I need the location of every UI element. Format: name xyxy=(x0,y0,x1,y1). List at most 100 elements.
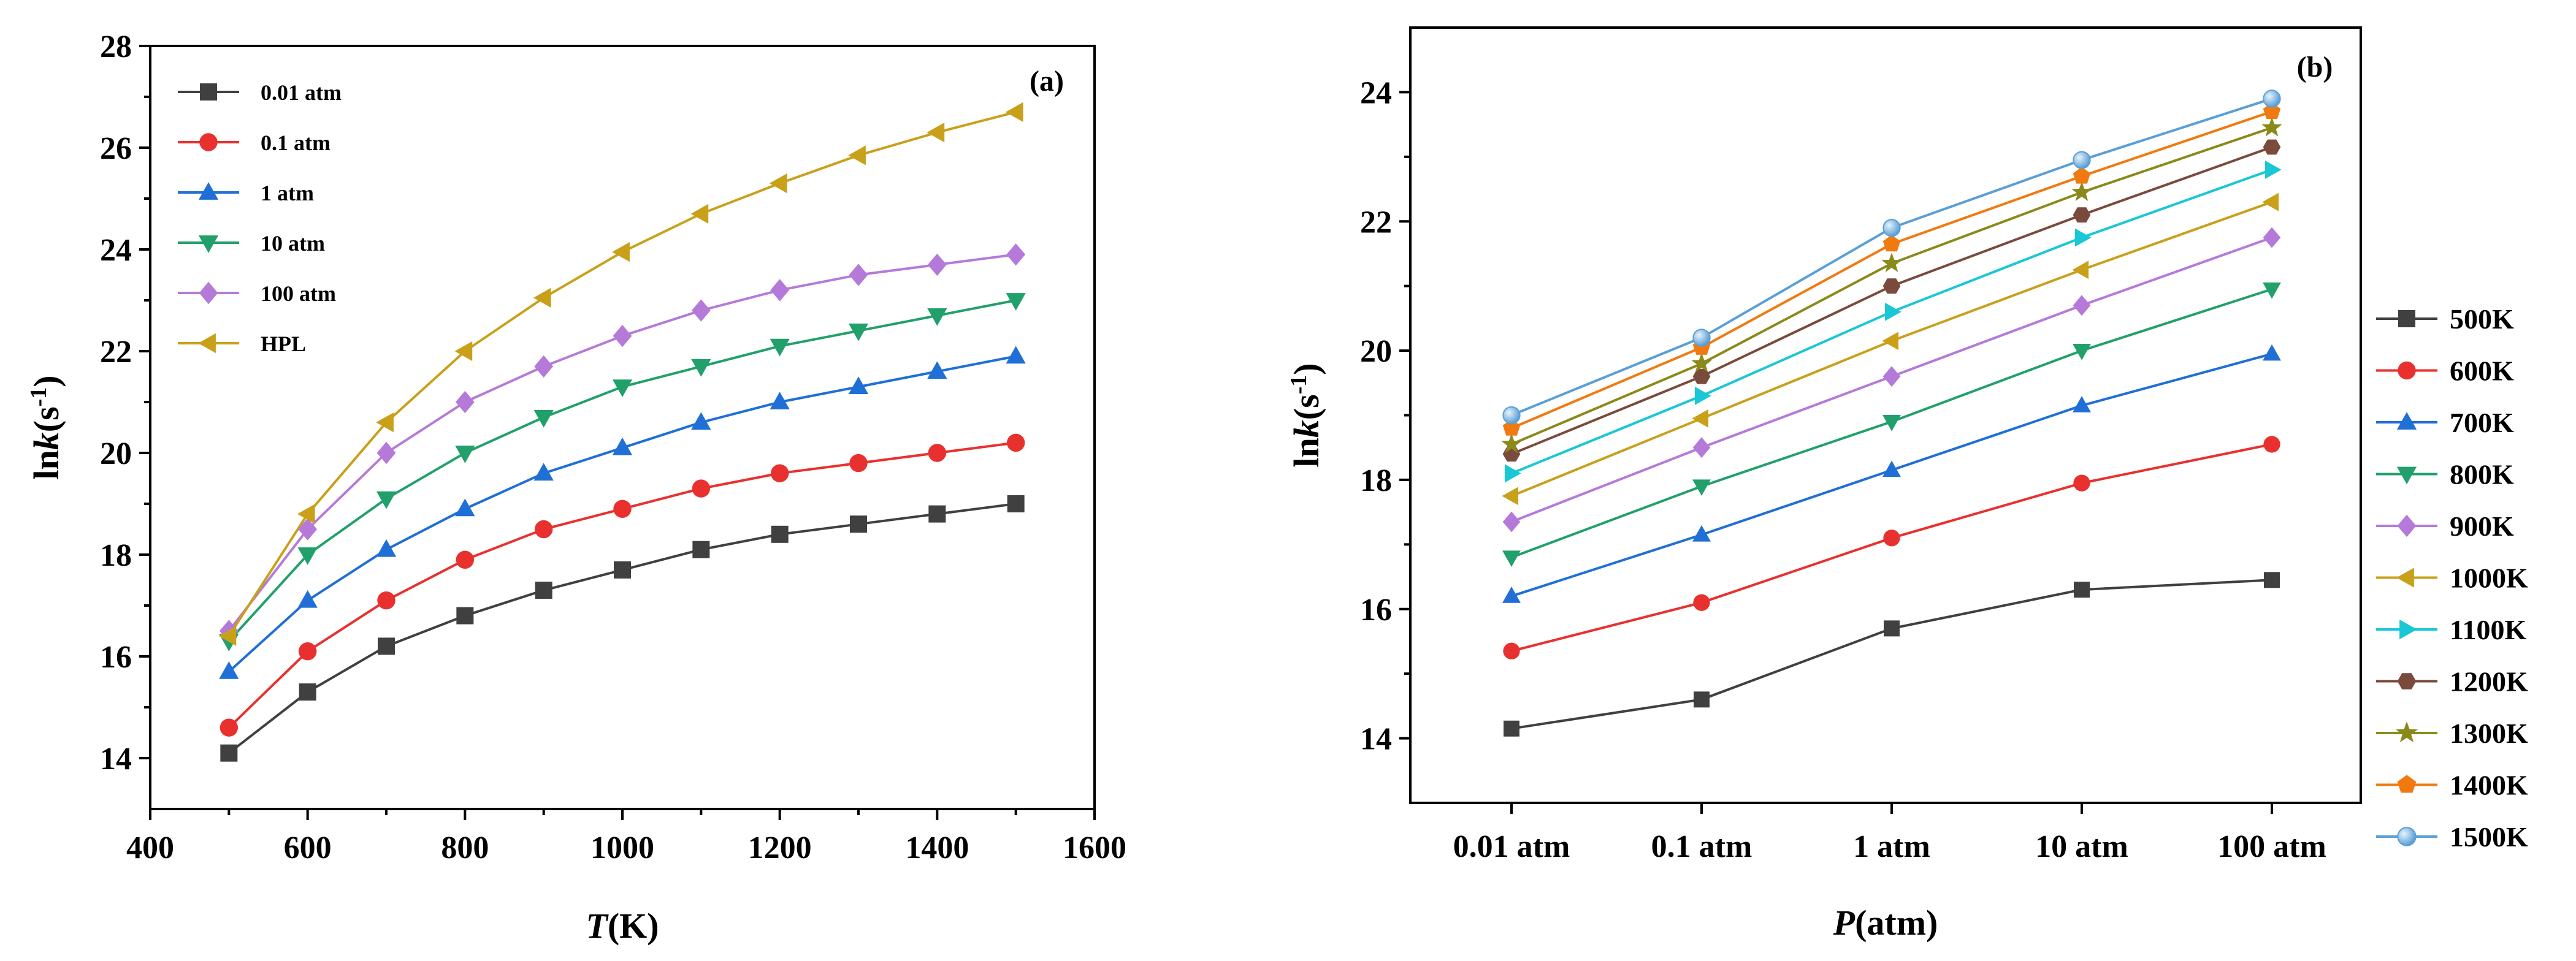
data-point-b-0 xyxy=(2264,572,2280,588)
data-point-b-2 xyxy=(1882,460,1901,477)
series-line-b-0 xyxy=(1511,579,2272,730)
data-point-a-1 xyxy=(534,520,553,539)
data-point-b-0 xyxy=(1694,691,1710,708)
legend-marker-b-6 xyxy=(2399,619,2417,640)
data-point-b-1 xyxy=(1883,530,1900,547)
data-point-a-2 xyxy=(770,392,790,409)
data-point-a-1 xyxy=(770,464,789,482)
data-point-a-0 xyxy=(456,607,474,625)
legend-marker-a-1 xyxy=(199,133,218,151)
legend-label-b-3: 800K xyxy=(2450,459,2514,490)
data-point-b-3 xyxy=(1692,479,1711,496)
x-tick-label-b: 100 atm xyxy=(2217,829,2326,864)
data-point-a-0 xyxy=(928,505,946,523)
data-point-a-0 xyxy=(771,525,789,543)
x-tick-label-a: 400 xyxy=(126,830,174,865)
legend-label-a-5: HPL xyxy=(261,332,306,356)
data-point-a-2 xyxy=(691,412,711,430)
data-point-a-4 xyxy=(691,299,711,322)
data-point-a-5 xyxy=(218,626,237,646)
legend-a: 0.01 atm 0.1 atm 1 atm 10 atm 100 atm HPL xyxy=(178,80,342,356)
data-point-b-0 xyxy=(2074,582,2090,598)
legend-marker-b-7 xyxy=(2397,673,2417,689)
legend-label-b-5: 1000K xyxy=(2450,563,2528,594)
legend-marker-b-10 xyxy=(2397,827,2417,846)
y-axis-title-b-k: k xyxy=(1286,420,1326,438)
data-point-b-6 xyxy=(1504,464,1521,483)
data-point-b-2 xyxy=(1502,587,1521,603)
data-point-b-4 xyxy=(2263,227,2281,248)
y-tick-label-a: 14 xyxy=(100,742,132,777)
data-point-b-5 xyxy=(1882,332,1899,351)
y-axis-title-a-exp: -1 xyxy=(26,387,52,407)
data-point-b-3 xyxy=(2073,344,2091,360)
data-point-a-4 xyxy=(534,355,554,378)
legend-marker-b-4 xyxy=(2397,514,2417,537)
y-tick-label-b: 16 xyxy=(1360,593,1392,628)
x-axis-title-b-unit: (atm) xyxy=(1855,903,1938,943)
data-point-b-3 xyxy=(2263,282,2281,299)
data-point-b-6 xyxy=(1884,302,1901,321)
legend-marker-b-3 xyxy=(2396,466,2417,485)
data-point-b-2 xyxy=(2263,344,2281,361)
data-point-a-3 xyxy=(770,338,790,357)
data-point-a-1 xyxy=(377,591,396,610)
ticks-b: 0.01 atm 0.1 atm 1 atm 10 atm 100 atm 14 16 18 2… xyxy=(1360,75,2326,864)
series-line-a-1 xyxy=(227,441,1016,729)
data-point-b-8 xyxy=(1881,253,1902,272)
data-point-a-2 xyxy=(533,463,554,481)
legend-marker-b-8 xyxy=(2396,721,2418,743)
data-point-a-3 xyxy=(376,491,397,509)
series-line-a-5 xyxy=(227,110,1017,637)
data-point-b-6 xyxy=(2265,160,2282,179)
legend-marker-a-3 xyxy=(198,235,219,253)
legend-label-a-2: 1 atm xyxy=(261,181,314,205)
chart-panel-a: 400 600 800 1000 1200 1400 1600 14 16 18 20 22 24 26 2… xyxy=(26,29,1126,946)
data-point-b-1 xyxy=(1693,594,1710,611)
legend-label-b-0: 500K xyxy=(2450,303,2514,335)
x-tick-label-a: 600 xyxy=(284,830,332,865)
data-point-b-8 xyxy=(2261,116,2282,137)
data-point-b-3 xyxy=(1882,414,1901,431)
ticks-a: 400 600 800 1000 1200 1400 1600 14 16 18 20 22 24 26 2… xyxy=(100,29,1126,865)
data-point-b-7 xyxy=(2073,207,2091,223)
data-point-b-1 xyxy=(2073,474,2090,492)
data-point-a-5 xyxy=(848,145,866,165)
data-point-a-4 xyxy=(849,264,868,286)
data-point-a-0 xyxy=(535,582,552,599)
data-point-b-5 xyxy=(2262,192,2279,211)
legend-marker-b-2 xyxy=(2396,412,2417,430)
data-point-a-4 xyxy=(455,390,475,414)
data-point-a-2 xyxy=(848,376,869,394)
data-point-a-1 xyxy=(298,642,317,661)
y-axis-title-a-close: ) xyxy=(26,375,66,387)
panel-label-b: (b) xyxy=(2297,51,2333,83)
data-point-a-5 xyxy=(690,203,709,224)
data-point-a-1 xyxy=(613,499,632,518)
data-point-a-4 xyxy=(770,279,790,302)
data-point-a-5 xyxy=(927,123,945,143)
data-point-a-4 xyxy=(298,518,318,541)
plot-frame-a xyxy=(149,45,1096,810)
legend-label-a-0: 0.01 atm xyxy=(261,80,342,105)
y-tick-label-a: 18 xyxy=(100,538,132,573)
data-point-b-8 xyxy=(2071,181,2092,201)
data-point-a-1 xyxy=(220,718,239,737)
data-point-a-0 xyxy=(220,744,238,762)
data-point-a-5 xyxy=(769,173,787,194)
y-tick-label-a: 26 xyxy=(100,131,132,166)
data-point-a-1 xyxy=(692,479,711,498)
panel-label-a: (a) xyxy=(1030,65,1064,97)
data-point-a-0 xyxy=(614,561,631,579)
legend-marker-b-1 xyxy=(2398,361,2416,380)
data-point-a-3 xyxy=(927,308,947,326)
data-point-a-3 xyxy=(848,323,869,341)
data-point-b-5 xyxy=(1502,487,1519,506)
x-tick-label-b: 0.01 atm xyxy=(1453,829,1570,864)
y-tick-label-a: 22 xyxy=(100,335,132,370)
data-point-a-3 xyxy=(455,446,475,463)
data-point-a-4 xyxy=(613,324,632,348)
y-axis-title-a: lnk(s-1) xyxy=(26,375,66,479)
data-point-b-10 xyxy=(1692,329,1711,347)
